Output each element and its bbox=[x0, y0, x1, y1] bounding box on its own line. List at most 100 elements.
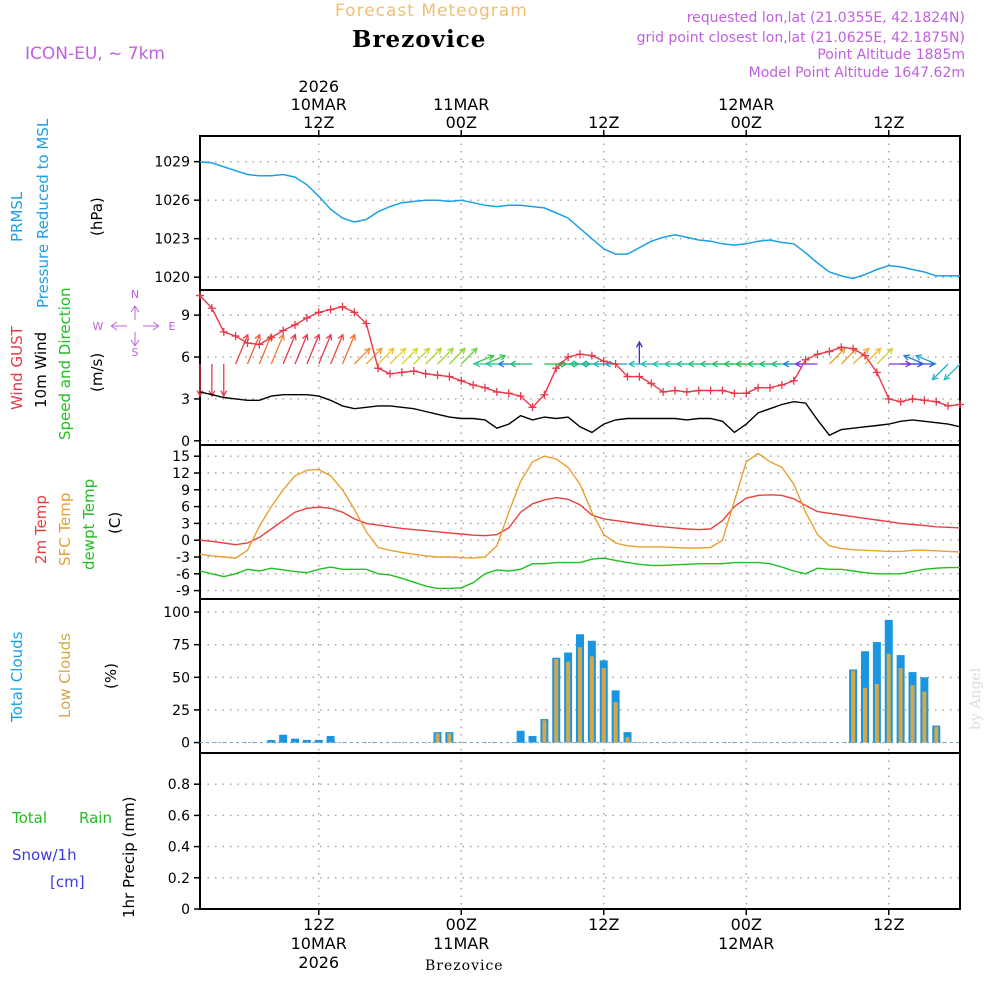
gust-marker bbox=[326, 305, 335, 314]
gust-marker bbox=[314, 308, 323, 317]
gust-marker bbox=[944, 401, 953, 410]
gust-marker bbox=[338, 302, 347, 311]
gust-marker bbox=[207, 304, 216, 313]
wind-arrow bbox=[943, 363, 961, 381]
gust-marker bbox=[552, 364, 561, 373]
wind-arrow-head bbox=[699, 360, 707, 368]
top-time-label: 00Z bbox=[731, 113, 762, 132]
compass-rose bbox=[110, 305, 160, 347]
top-time-label: 12Z bbox=[873, 113, 904, 132]
y-tick-label: 0.6 bbox=[168, 808, 190, 824]
y-tick-label: 1029 bbox=[154, 155, 190, 171]
wind-arrow-head bbox=[687, 360, 695, 368]
total-cloud-bar bbox=[267, 739, 276, 743]
wind-arrow-head bbox=[675, 360, 683, 368]
total-cloud-bar bbox=[326, 736, 335, 743]
wind-arrow-head bbox=[349, 333, 356, 341]
footer-location: Brezovice bbox=[425, 958, 504, 974]
wind-arrow-head bbox=[411, 347, 419, 355]
wind-arrow-head bbox=[770, 360, 778, 368]
y-tick-label: 1026 bbox=[154, 193, 190, 209]
top-time-label: 12Z bbox=[303, 113, 334, 132]
low-cloud-bar bbox=[910, 685, 915, 743]
wind-arrow-head bbox=[278, 333, 285, 341]
gust-marker bbox=[469, 380, 478, 389]
low-cloud-bar bbox=[625, 737, 630, 743]
y-tick-label: 6 bbox=[181, 500, 190, 516]
gust-marker bbox=[421, 369, 430, 378]
top-time-label: 11MAR bbox=[433, 95, 489, 114]
y-tick-label: -3 bbox=[176, 550, 190, 566]
y-tick-label: 100 bbox=[163, 605, 190, 621]
wind-arrow-head bbox=[639, 360, 647, 368]
gust-marker bbox=[599, 357, 608, 366]
temp-dew-line bbox=[199, 557, 960, 590]
gust-marker bbox=[255, 340, 264, 349]
gust-marker bbox=[516, 392, 525, 401]
wind-arrow bbox=[377, 347, 395, 365]
wind-arrow-head bbox=[627, 360, 635, 368]
wind-arrow-head bbox=[931, 373, 939, 381]
y-tick-label: 75 bbox=[172, 638, 190, 654]
panel-frame-2 bbox=[199, 444, 961, 600]
grid-coords: grid point closest lon,lat (21.0625E, 42… bbox=[636, 30, 965, 46]
wind-arrow bbox=[389, 347, 407, 365]
wind-arrow-head bbox=[459, 347, 466, 355]
gust-marker bbox=[576, 350, 584, 359]
gust-marker bbox=[777, 380, 786, 389]
gust-marker bbox=[350, 308, 359, 317]
wind-arrow-head bbox=[592, 360, 600, 368]
wind-arrow bbox=[852, 347, 870, 365]
wind-arrow bbox=[365, 347, 383, 365]
wind-arrow bbox=[840, 347, 858, 365]
compass-s: S bbox=[132, 346, 139, 359]
wind-arrow bbox=[330, 334, 344, 365]
wind-arrow-head bbox=[399, 347, 407, 355]
wind-arrow-head bbox=[635, 340, 643, 348]
low-cloud-bar bbox=[447, 733, 452, 743]
wind-arrow-head bbox=[387, 347, 395, 355]
wind-arrow bbox=[258, 334, 273, 365]
wind-arrow-head bbox=[435, 347, 443, 355]
panel-frame-1 bbox=[199, 289, 961, 446]
wind-arrow bbox=[270, 334, 285, 365]
gust-marker bbox=[920, 396, 929, 405]
gust-marker bbox=[243, 339, 252, 348]
rain-rain-label: Rain bbox=[79, 809, 112, 827]
point-altitude: Point Altitude 1885m bbox=[817, 47, 965, 63]
bottom-time-label: 11MAR bbox=[433, 934, 489, 953]
gust-marker bbox=[849, 344, 858, 353]
wind-arrow-head bbox=[220, 390, 228, 398]
gust-marker bbox=[730, 389, 739, 398]
gust-marker bbox=[623, 372, 632, 381]
wind-arrow bbox=[437, 347, 454, 365]
low-cloud-bar bbox=[934, 726, 939, 743]
gust-marker bbox=[671, 386, 679, 395]
top-time-label: 00Z bbox=[446, 113, 477, 132]
y-tick-label: 0 bbox=[181, 434, 190, 450]
wind-arrow-head bbox=[499, 354, 507, 361]
low-cloud-bar bbox=[578, 647, 582, 743]
wind-arrow-head bbox=[862, 347, 870, 355]
wind-arrow-head bbox=[337, 333, 345, 341]
bottom-time-label: 12Z bbox=[873, 915, 904, 934]
model-altitude: Model Point Altitude 1647.62m bbox=[748, 65, 965, 81]
gust-marker bbox=[291, 320, 299, 329]
gust-marker bbox=[635, 372, 644, 381]
gust-marker bbox=[956, 400, 964, 409]
wind-arrow-head bbox=[254, 333, 261, 341]
wind-arrow-head bbox=[874, 347, 882, 355]
gust-marker bbox=[481, 383, 489, 392]
low-cloud-bar bbox=[874, 683, 879, 743]
gust-marker bbox=[872, 368, 881, 377]
wind-arrow bbox=[341, 334, 356, 365]
gust-marker bbox=[908, 394, 917, 403]
wind-arrow-head bbox=[886, 347, 894, 355]
gust-marker bbox=[932, 397, 941, 406]
wind-arrow-head bbox=[782, 360, 790, 368]
gust-marker bbox=[445, 372, 454, 381]
gust-marker bbox=[659, 387, 668, 396]
low-cloud-bar bbox=[613, 702, 618, 743]
gust-marker bbox=[302, 313, 311, 322]
